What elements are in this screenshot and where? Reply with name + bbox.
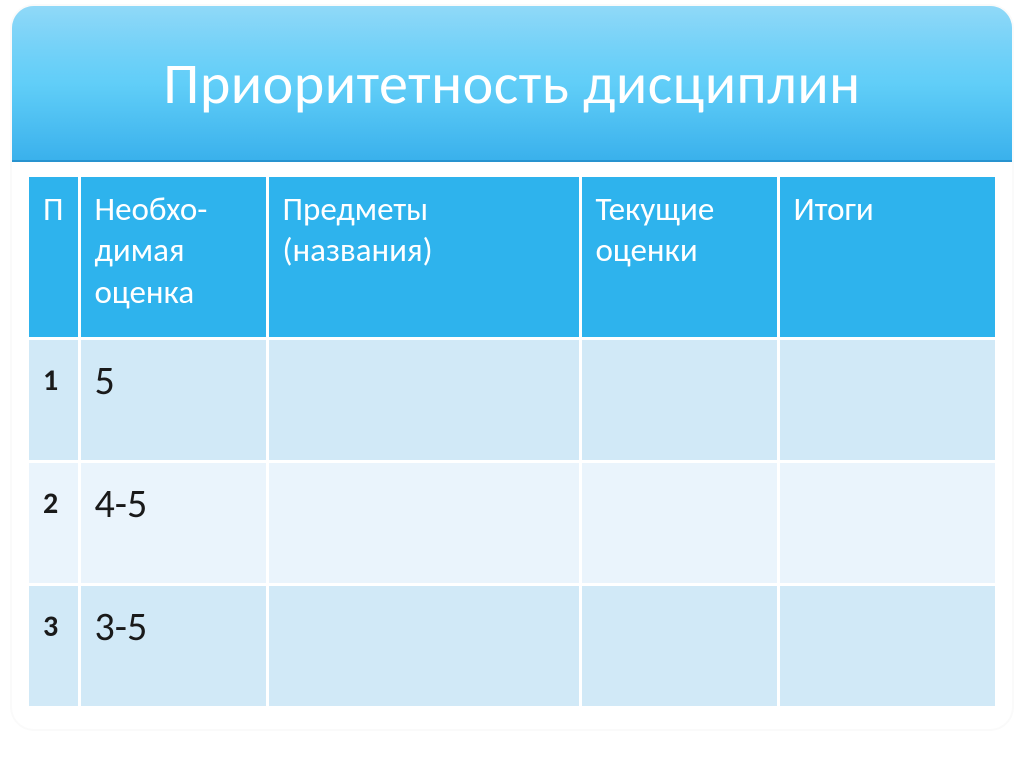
- col-header-needed-grade: Необхо-димаяоценка: [81, 177, 266, 337]
- slide-title: Приоритетность дисциплин: [163, 48, 860, 119]
- cell-row-number: 1: [29, 340, 78, 460]
- cell-results: [780, 340, 995, 460]
- cell-current-grades: [582, 340, 777, 460]
- cell-needed-grade: 3-5: [81, 586, 266, 706]
- cell-row-number: 2: [29, 463, 78, 583]
- cell-needed-grade: 4-5: [81, 463, 266, 583]
- col-header-priority: П: [29, 177, 78, 337]
- cell-current-grades: [582, 586, 777, 706]
- table-wrapper: П Необхо-димаяоценка Предметы(названия) …: [12, 162, 1012, 729]
- cell-results: [780, 463, 995, 583]
- cell-results: [780, 586, 995, 706]
- col-header-results: Итоги: [780, 177, 995, 337]
- cell-subjects: [269, 463, 579, 583]
- table-row: 1 5: [29, 340, 995, 460]
- col-header-subjects: Предметы(названия): [269, 177, 579, 337]
- table-header-row: П Необхо-димаяоценка Предметы(названия) …: [29, 177, 995, 337]
- table-row: 2 4-5: [29, 463, 995, 583]
- cell-subjects: [269, 340, 579, 460]
- cell-current-grades: [582, 463, 777, 583]
- cell-needed-grade: 5: [81, 340, 266, 460]
- cell-row-number: 3: [29, 586, 78, 706]
- cell-subjects: [269, 586, 579, 706]
- slide-container: Приоритетность дисциплин П Необхо-димаяо…: [12, 6, 1012, 729]
- priority-table: П Необхо-димаяоценка Предметы(названия) …: [26, 174, 998, 709]
- table-row: 3 3-5: [29, 586, 995, 706]
- col-header-current-grades: Текущиеоценки: [582, 177, 777, 337]
- title-bar: Приоритетность дисциплин: [12, 6, 1012, 162]
